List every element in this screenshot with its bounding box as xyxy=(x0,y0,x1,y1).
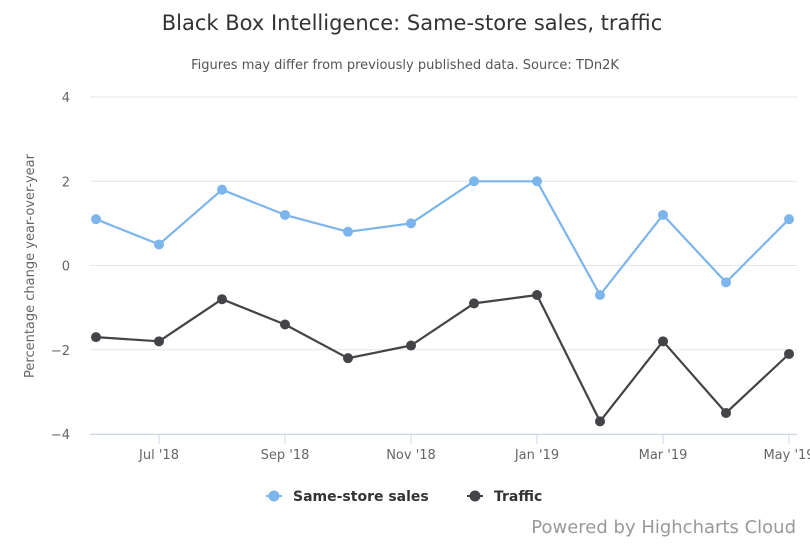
data-point xyxy=(217,294,227,305)
legend-marker xyxy=(268,490,280,502)
data-point xyxy=(595,289,605,300)
legend-marker xyxy=(469,490,481,502)
data-point xyxy=(406,340,416,351)
data-point xyxy=(595,416,605,427)
x-tick-label: Nov '18 xyxy=(386,448,436,463)
chart-subtitle: Figures may differ from previously publi… xyxy=(191,58,619,73)
data-point xyxy=(154,336,164,347)
y-axis-title: Percentage change year-over-year xyxy=(23,153,38,378)
x-tick-label: May '19 xyxy=(763,448,810,463)
x-tick-label: Jul '18 xyxy=(138,448,179,463)
data-point xyxy=(721,277,731,288)
legend-item[interactable]: Traffic xyxy=(467,489,542,505)
legend[interactable]: Same-store sales Traffic xyxy=(266,489,542,505)
x-tick-label: Jan '19 xyxy=(514,448,559,463)
series-traffic xyxy=(91,289,794,427)
x-tick-label: Mar '19 xyxy=(639,448,688,463)
data-point xyxy=(91,214,101,225)
data-point xyxy=(469,298,479,309)
data-point xyxy=(784,214,794,225)
y-tick-label: −4 xyxy=(51,428,70,443)
y-tick-label: 4 xyxy=(62,91,70,106)
data-point xyxy=(658,336,668,347)
data-point xyxy=(217,184,227,195)
legend-label: Traffic xyxy=(494,489,542,505)
data-point xyxy=(154,239,164,250)
data-point xyxy=(532,289,542,300)
data-point xyxy=(469,176,479,187)
legend-item[interactable]: Same-store sales xyxy=(266,489,429,505)
x-tick-label: Sep '18 xyxy=(261,448,310,463)
data-point xyxy=(91,332,101,343)
gridlines: −4 −2 0 2 4 xyxy=(51,91,797,443)
legend-label: Same-store sales xyxy=(293,489,429,505)
y-tick-label: 0 xyxy=(62,260,70,275)
data-point xyxy=(658,209,668,220)
chart-title: Black Box Intelligence: Same-store sales… xyxy=(162,11,663,35)
credits-text[interactable]: Powered by Highcharts Cloud xyxy=(531,517,796,538)
data-point xyxy=(280,319,290,330)
data-point xyxy=(343,353,353,364)
data-point xyxy=(406,218,416,229)
data-point xyxy=(784,348,794,359)
data-point xyxy=(721,407,731,418)
series-same-store-sales xyxy=(91,176,794,300)
data-point xyxy=(343,226,353,237)
y-tick-label: 2 xyxy=(62,175,70,190)
series-group xyxy=(91,176,794,427)
y-tick-label: −2 xyxy=(51,344,70,359)
x-axis: Jul '18 Sep '18 Nov '18 Jan '19 Mar '19 May '… xyxy=(90,434,810,463)
series-line xyxy=(95,180,790,297)
series-line xyxy=(95,293,790,423)
data-point xyxy=(532,176,542,187)
data-point xyxy=(280,209,290,220)
